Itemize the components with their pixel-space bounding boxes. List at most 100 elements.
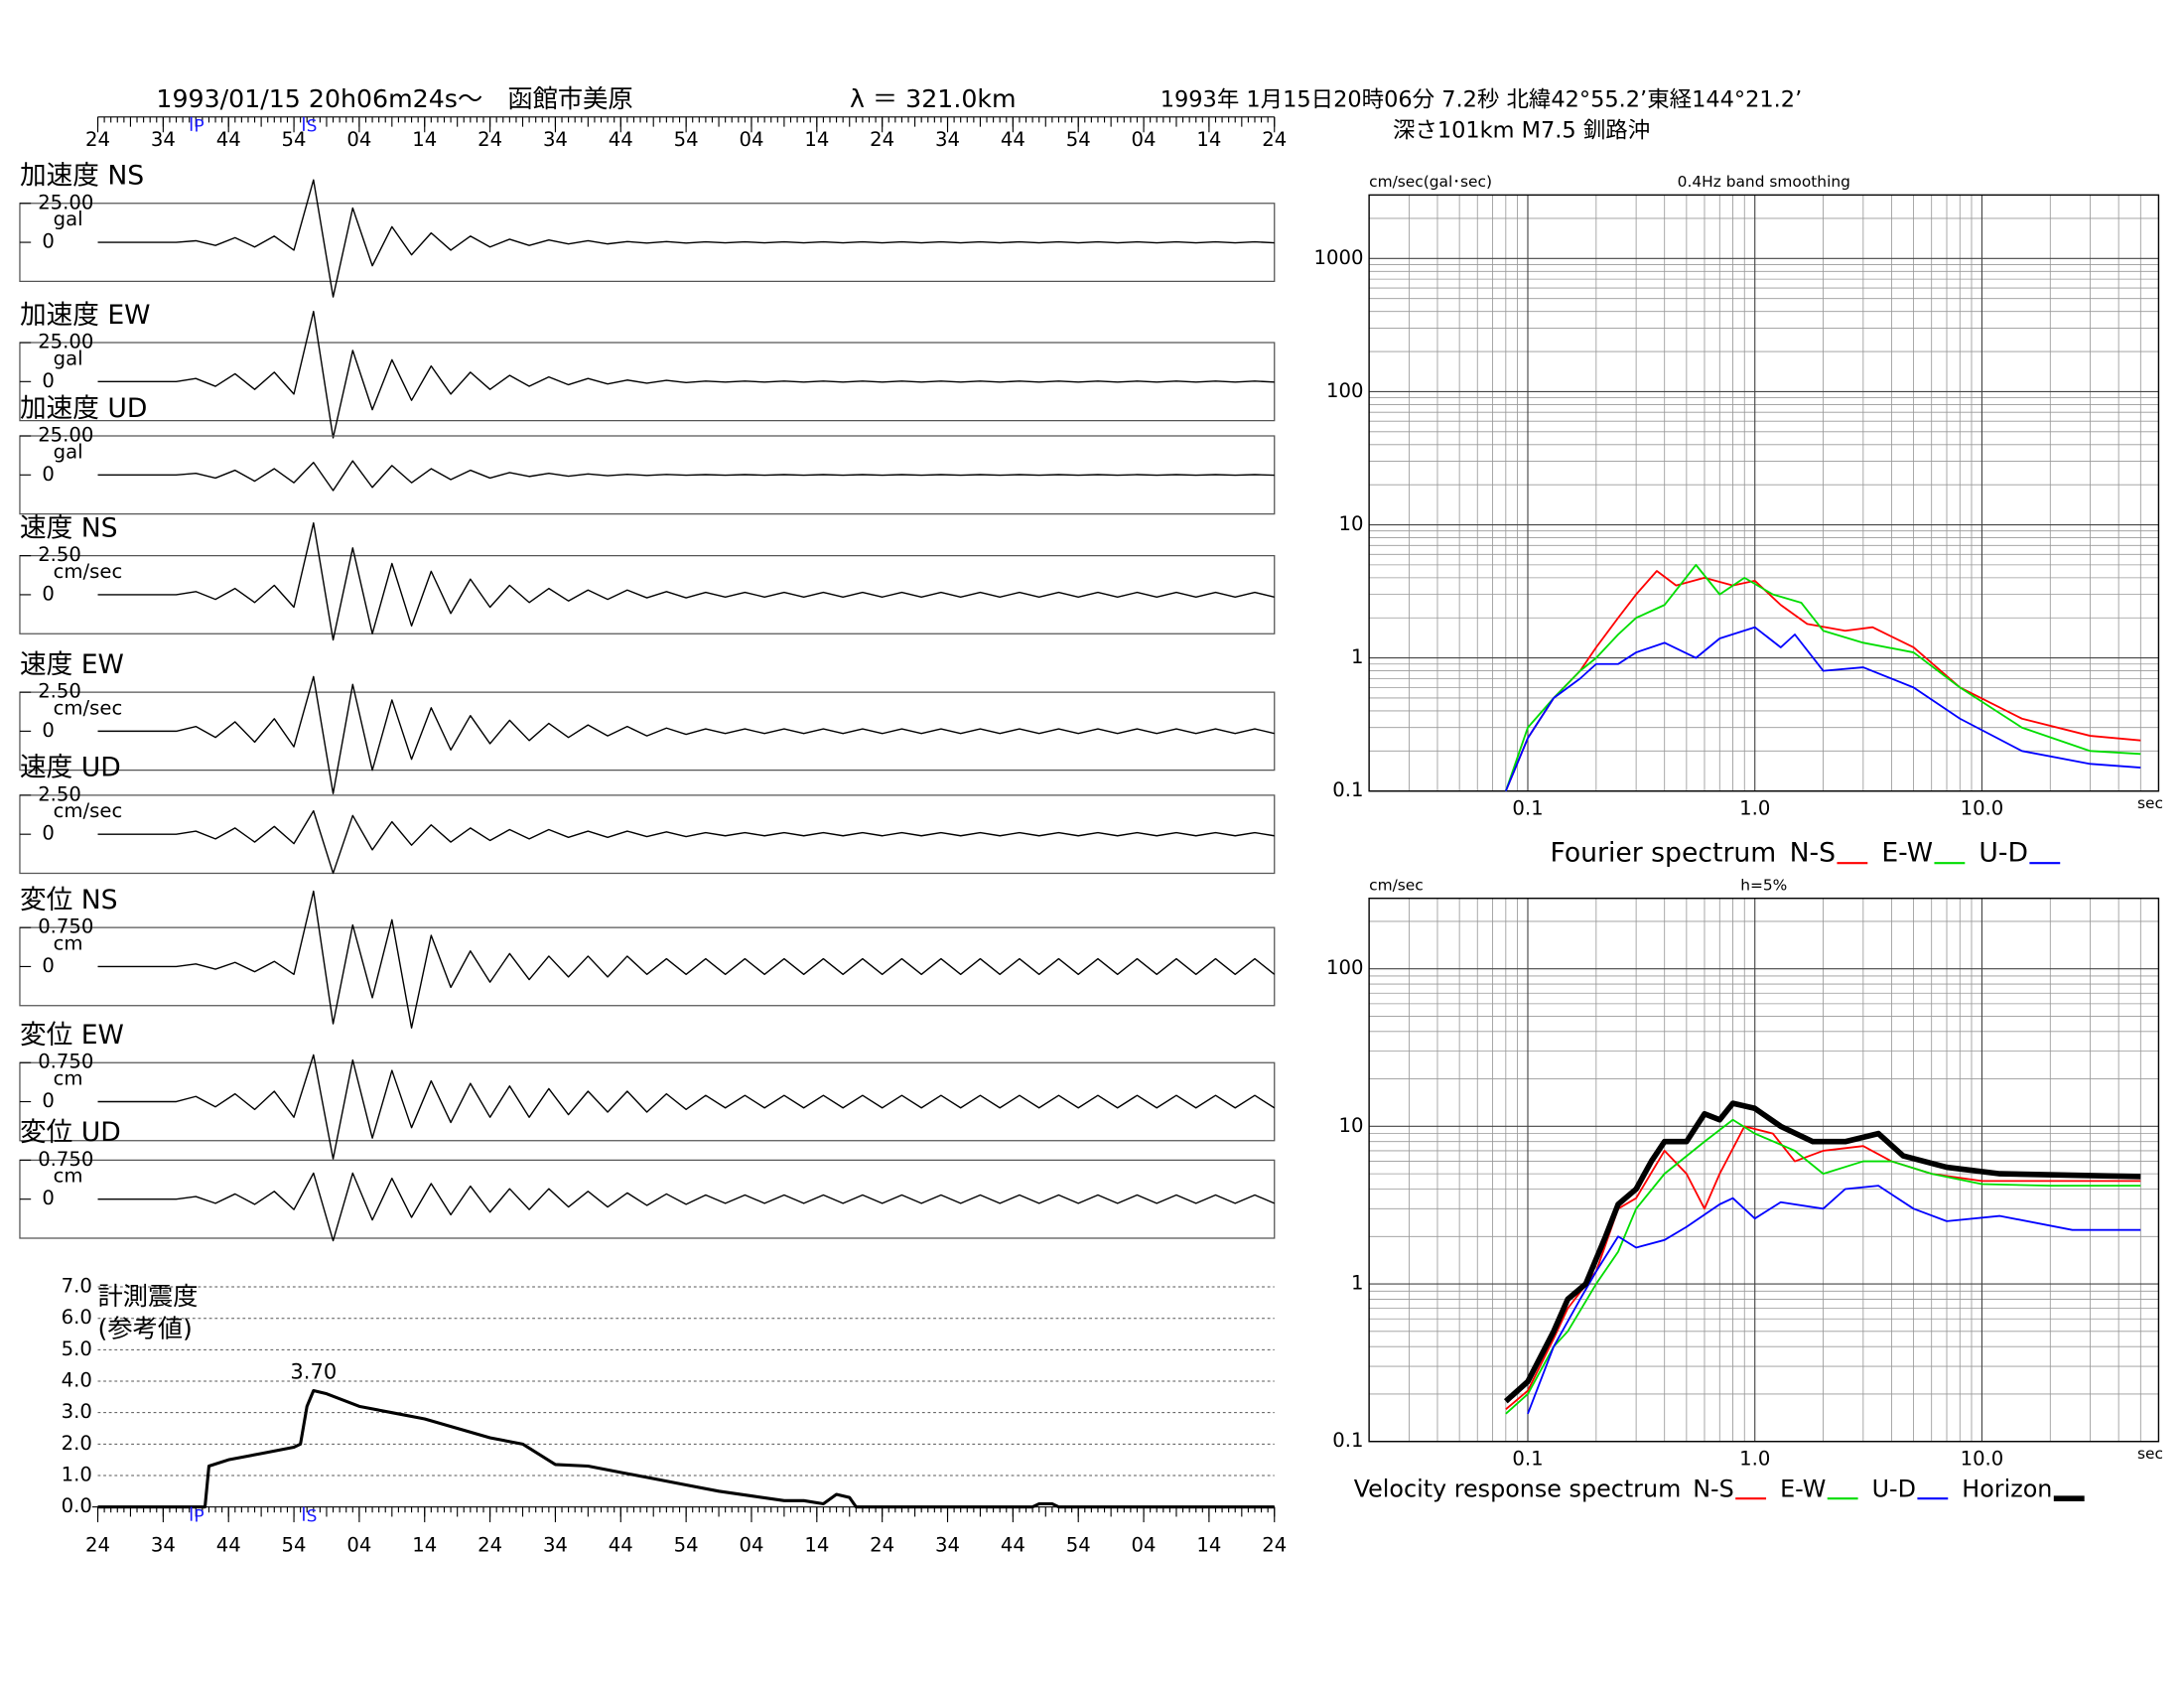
time-tick-label: 34 (543, 1533, 568, 1556)
time-tick-label: 24 (1262, 128, 1287, 151)
x-tick-label: 10.0 (1961, 796, 2004, 819)
unit-label: cm (54, 931, 83, 954)
legend-title: Velocity response spectrum (1354, 1475, 1682, 1502)
event-line-2: 深さ101km M7.5 釧路沖 (1393, 117, 1650, 143)
chart-subtitle: (参考値) (98, 1315, 193, 1343)
y-tick-label: 7.0 (62, 1275, 92, 1298)
plot-frame (1368, 194, 2160, 792)
panel-frame (19, 1061, 1276, 1142)
time-tick-label: 34 (935, 128, 960, 151)
legend-label: N-S (1790, 837, 1836, 868)
y-tick-label: 0 (42, 369, 55, 392)
panel-title: 速度 UD (20, 753, 121, 783)
phase-label: S (307, 116, 318, 136)
event-line: 1993年 1月15日20時06分 7.2秒 北緯42°55.2’東経144°2… (1160, 86, 1802, 112)
time-tick-label: 04 (739, 1533, 763, 1556)
spectrum-line (1503, 1100, 2141, 1404)
y-tick-label: 2.50 (38, 782, 81, 805)
y-tick-label: 1.0 (62, 1463, 92, 1485)
y-tick-label: 6.0 (62, 1306, 92, 1329)
time-tick-label: 44 (609, 128, 633, 151)
waveform-trace (97, 1054, 1276, 1160)
panel-frame (19, 435, 1276, 515)
spectrum-line (1505, 1118, 2141, 1415)
y-tick-label: 0.1 (1332, 778, 1363, 801)
panel-frame (19, 794, 1276, 875)
time-tick-label: 54 (1066, 128, 1091, 151)
panel-frame (19, 555, 1276, 634)
unit-label: cm/sec (54, 696, 123, 719)
chart-subtitle: 0.4Hz band smoothing (1678, 173, 1850, 191)
y-tick-label: 0.750 (38, 915, 93, 938)
chart-title: 計測震度 (98, 1282, 199, 1311)
waveform-trace (97, 890, 1276, 1029)
y-tick-label: 100 (1326, 379, 1363, 402)
time-tick-label: 04 (346, 1533, 371, 1556)
y-tick-label: 3.0 (62, 1400, 92, 1423)
time-tick-label: 34 (151, 1533, 176, 1556)
unit-label: cm (54, 1165, 83, 1188)
time-tick-label: 54 (674, 128, 699, 151)
phase-label: P (194, 1505, 204, 1525)
y-tick-label: 0 (42, 582, 55, 605)
y-tick-label: 100 (1326, 956, 1363, 979)
unit-label: cm/sec (54, 560, 123, 583)
y-tick-label: 0 (42, 719, 55, 742)
x-tick-label: 1.0 (1739, 1447, 1770, 1470)
time-tick-label: 54 (1066, 1533, 1091, 1556)
waveform-trace (97, 179, 1275, 298)
legend-label: E-W (1780, 1475, 1826, 1502)
legend-label: E-W (1881, 837, 1933, 868)
legend-label: N-S (1693, 1475, 1734, 1502)
panel-frame (19, 203, 1276, 282)
legend-title: Fourier spectrum (1550, 837, 1776, 868)
x-axis-label: sec (2137, 1445, 2163, 1463)
waveform-trace (97, 675, 1275, 794)
time-tick-label: 34 (543, 128, 568, 151)
time-tick-label: 54 (282, 128, 307, 151)
unit-label: gal (54, 347, 83, 369)
legend-label: Horizon (1962, 1475, 2052, 1502)
intensity-line (97, 1388, 1275, 1509)
y-tick-label: 1 (1351, 1272, 1364, 1295)
y-tick-label: 10 (1339, 512, 1364, 535)
y-tick-label: 0 (42, 954, 55, 977)
y-tick-label: 5.0 (62, 1337, 92, 1360)
panel-title: 加速度 UD (20, 393, 147, 424)
time-tick-label: 14 (412, 128, 437, 151)
x-tick-label: 10.0 (1961, 1447, 2004, 1470)
time-tick-label: 34 (151, 128, 176, 151)
x-axis-label: sec (2137, 794, 2163, 812)
time-tick-label: 24 (870, 1533, 894, 1556)
time-tick-label: 24 (85, 1533, 110, 1556)
y-axis-label: cm/sec(gal･sec) (1369, 173, 1492, 191)
time-tick-label: 14 (412, 1533, 437, 1556)
y-tick-label: 2.50 (38, 680, 81, 703)
annotation: 3.70 (290, 1358, 337, 1383)
time-tick-label: 04 (1132, 1533, 1157, 1556)
panel-frame (19, 691, 1276, 772)
unit-label: cm/sec (54, 799, 123, 822)
panel-title: 変位 UD (20, 1117, 121, 1148)
y-tick-label: 0.1 (1332, 1429, 1363, 1452)
y-tick-label: 4.0 (62, 1369, 92, 1392)
time-tick-label: 34 (935, 1533, 960, 1556)
y-tick-label: 0 (42, 822, 55, 845)
panel-title: 変位 EW (20, 1020, 124, 1051)
y-tick-label: 1 (1351, 645, 1364, 668)
time-tick-label: 04 (1132, 128, 1157, 151)
distance: λ ＝ 321.0km (850, 84, 1017, 113)
waveform-trace (97, 1172, 1276, 1242)
time-tick-label: 44 (216, 128, 241, 151)
panel-title: 加速度 NS (20, 161, 144, 192)
y-tick-label: 0 (42, 1187, 55, 1209)
x-tick-label: 0.1 (1512, 796, 1543, 819)
y-tick-label: 0.750 (38, 1051, 93, 1073)
chart-subtitle: h=5% (1740, 877, 1787, 895)
phase-label: S (307, 1505, 318, 1525)
time-tick-label: 44 (1001, 1533, 1025, 1556)
y-tick-label: 0 (42, 230, 55, 253)
panel-title: 加速度 EW (20, 300, 151, 331)
